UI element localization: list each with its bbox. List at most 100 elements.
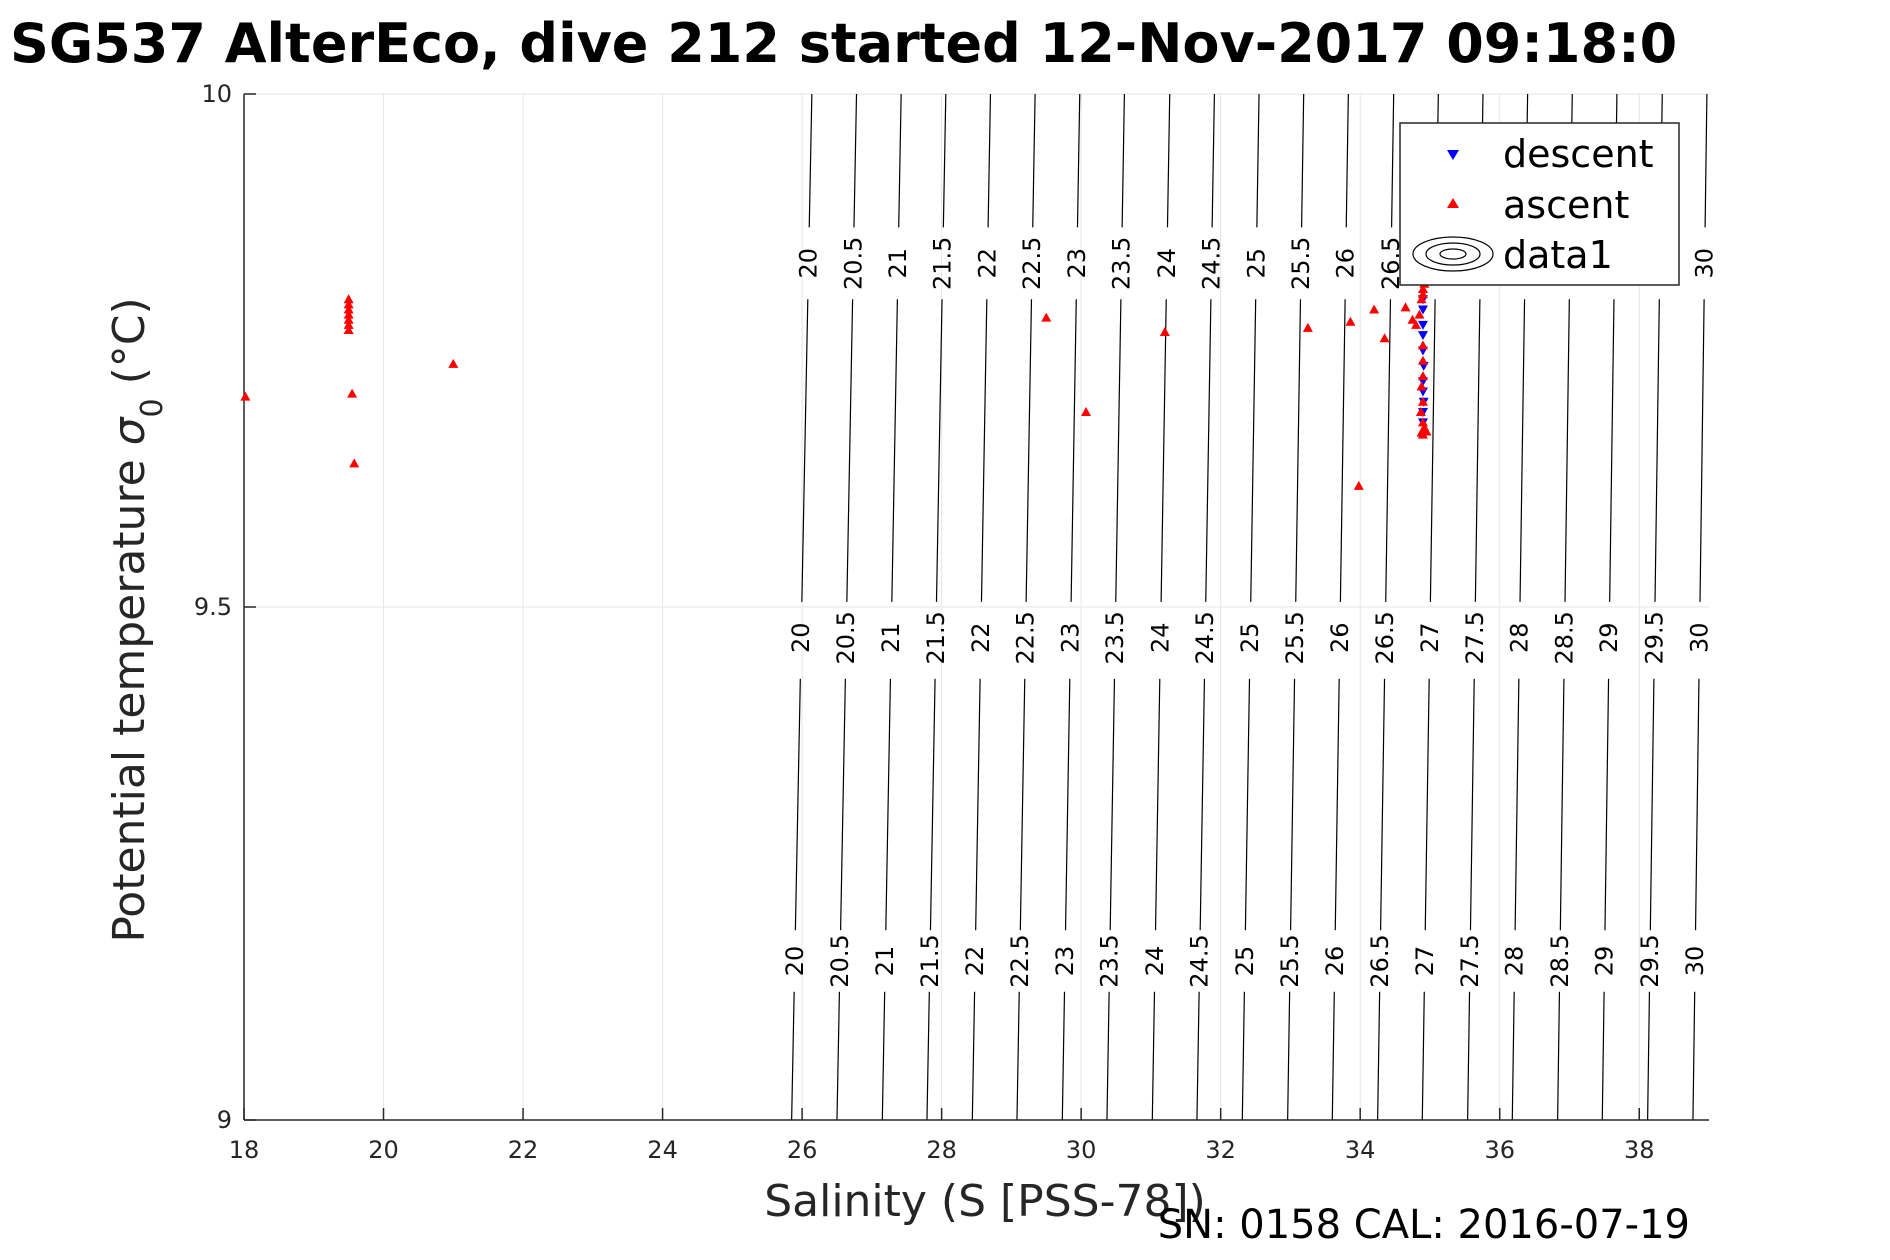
contour-label: 23 — [1057, 623, 1085, 654]
y-axis-label-unit: (°C) — [104, 297, 155, 398]
contour-line — [1467, 991, 1471, 1121]
ascent-point — [343, 309, 354, 319]
contour-label: 22 — [961, 946, 989, 977]
ascent-point — [1416, 294, 1427, 304]
contour-label: 23.5 — [1108, 237, 1136, 290]
contour-line — [1601, 991, 1605, 1121]
ascent-point — [1411, 319, 1421, 329]
contour-label: 29.5 — [1640, 611, 1668, 664]
ascent-point — [1417, 283, 1428, 293]
contour-line — [1334, 678, 1340, 931]
legend-data1-label: data1 — [1503, 233, 1613, 277]
contour-line — [1345, 93, 1349, 228]
x-tick-label: 38 — [1624, 1136, 1655, 1164]
x-tick-label: 34 — [1345, 1136, 1376, 1164]
contour-line — [1151, 991, 1156, 1121]
x-tick-label: 26 — [787, 1136, 818, 1164]
contour-line — [1557, 991, 1561, 1121]
contour-label: 26.5 — [1371, 611, 1399, 664]
ascent-point — [343, 324, 354, 334]
contour-line — [929, 678, 936, 931]
x-tick-label: 36 — [1484, 1136, 1515, 1164]
ascent-point — [1081, 407, 1092, 417]
contour-label: 24.5 — [1186, 934, 1214, 987]
contour-line — [971, 991, 976, 1121]
x-tick-label: 18 — [229, 1136, 260, 1164]
contour-line — [1032, 93, 1036, 228]
contour-line — [1154, 678, 1161, 931]
contour-line — [1256, 93, 1260, 228]
contour-line — [942, 93, 947, 228]
contour-line — [980, 299, 988, 602]
contour-line — [1704, 93, 1708, 228]
contour-line — [1290, 678, 1296, 931]
y-axis-label-main: Potential temperature — [104, 445, 155, 942]
contour-label: 26.5 — [1366, 934, 1394, 987]
ascent-point — [1345, 316, 1356, 326]
y-axis-label-symbol: σ — [104, 416, 155, 445]
legend-ascent-marker — [1447, 198, 1459, 208]
contour-line — [1609, 299, 1615, 602]
contour-line — [1424, 678, 1430, 931]
contour-line — [1160, 299, 1167, 602]
contour-line — [1166, 93, 1171, 228]
contour-label: 20.5 — [826, 934, 854, 987]
contour-label: 20.5 — [832, 611, 860, 664]
data-points — [240, 273, 1432, 490]
contour-line — [1377, 991, 1381, 1121]
contour-label: 23.5 — [1096, 934, 1124, 987]
axes: 18 20 22 24 26 28 30 32 34 36 38 9 9.5 10 — [194, 80, 1709, 1164]
footer-serial-cal: SN: 0158 CAL: 2016-07-19 — [1158, 1202, 1690, 1248]
contour-label: 23 — [1063, 248, 1091, 279]
contour-line — [891, 299, 898, 602]
contour-line — [1519, 299, 1526, 602]
grid-lines — [243, 93, 1709, 1121]
contour-label: 22 — [967, 623, 995, 654]
ascent-point — [1353, 480, 1364, 490]
ascent-point — [1041, 312, 1052, 322]
contour-line — [935, 299, 943, 602]
contour-line — [975, 678, 981, 931]
contour-line — [1385, 299, 1392, 602]
contour-line — [846, 299, 854, 602]
contour-line — [1244, 678, 1251, 931]
ascent-point — [448, 358, 459, 368]
contour-line — [794, 678, 801, 931]
descent-point — [1417, 305, 1428, 315]
contour-label: 26 — [1321, 946, 1349, 977]
contour-line — [1390, 93, 1395, 228]
contour-label: 24.5 — [1191, 611, 1219, 664]
contour-label: 20 — [787, 623, 815, 654]
contour-line — [1287, 991, 1291, 1121]
ascent-point — [1416, 381, 1427, 391]
contour-line — [1196, 991, 1200, 1121]
contour-line — [1474, 299, 1481, 602]
contour-line — [1379, 678, 1386, 931]
contour-label: 29 — [1595, 623, 1623, 654]
ascent-point — [1379, 333, 1390, 343]
contour-label: 24 — [1141, 946, 1169, 977]
y-tick-label: 9.5 — [194, 593, 232, 621]
contour-line — [1061, 991, 1066, 1121]
contour-line — [1514, 678, 1520, 931]
contour-label: 25 — [1242, 248, 1270, 279]
contour-line — [881, 991, 886, 1121]
contour-line — [1205, 299, 1212, 602]
contour-line — [839, 678, 846, 931]
ascent-point — [1417, 340, 1428, 350]
contour-label: 21 — [871, 946, 899, 977]
contour-label: 27.5 — [1461, 611, 1489, 664]
contour-label: 24 — [1153, 248, 1181, 279]
x-tick-label: 28 — [926, 1136, 957, 1164]
ascent-point — [1417, 371, 1428, 381]
contour-line — [898, 93, 902, 228]
contour-label: 30 — [1691, 248, 1719, 279]
ascent-point — [240, 391, 251, 401]
ascent-point — [343, 294, 354, 304]
x-axis-label: Salinity (S [PSS-78]) — [764, 1176, 1206, 1227]
ascent-point — [343, 314, 354, 324]
contour-label: 24.5 — [1198, 237, 1226, 290]
contour-line — [987, 93, 992, 228]
contour-label: 25 — [1231, 946, 1259, 977]
contour-line — [1295, 299, 1302, 602]
